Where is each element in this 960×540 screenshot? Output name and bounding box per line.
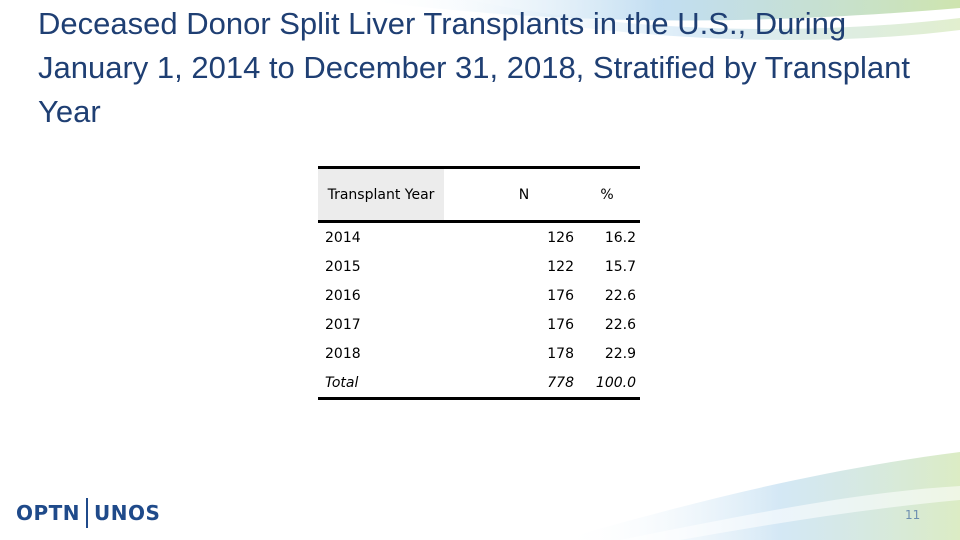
- table-row: 2017 176 22.6: [318, 310, 640, 339]
- transplant-year-table: Transplant Year N % 2014 126 16.2 2015 1…: [318, 166, 640, 400]
- logo-unos-text: UNOS: [94, 501, 161, 525]
- cell-year: 2014: [325, 229, 361, 246]
- cell-n: 122: [547, 258, 574, 275]
- header-percent: %: [600, 186, 614, 203]
- cell-n: 778: [547, 374, 574, 391]
- cell-year: 2018: [325, 345, 361, 362]
- table-row: 2014 126 16.2: [318, 222, 640, 253]
- cell-year: 2015: [325, 258, 361, 275]
- table-header-row: Transplant Year N %: [318, 167, 640, 222]
- slide-title: Deceased Donor Split Liver Transplants i…: [38, 6, 910, 129]
- table-row: 2015 122 15.7: [318, 252, 640, 281]
- table-row: 2018 178 22.9: [318, 339, 640, 368]
- cell-n: 126: [547, 229, 574, 246]
- cell-n: 178: [547, 345, 574, 362]
- cell-percent: 22.6: [604, 316, 636, 333]
- logo-optn-text: OPTN: [16, 501, 81, 525]
- cell-n: 176: [547, 316, 574, 333]
- header-n: N: [518, 186, 530, 203]
- cell-n: 176: [547, 287, 574, 304]
- cell-year: 2016: [325, 287, 361, 304]
- cell-percent: 22.9: [604, 345, 636, 362]
- cell-year: Total: [325, 374, 359, 391]
- table-total-row: Total 778 100.0: [318, 368, 640, 399]
- logo-divider: [86, 498, 89, 528]
- header-transplant-year: Transplant Year: [318, 167, 444, 222]
- cell-percent: 16.2: [604, 229, 636, 246]
- table-row: 2016 176 22.6: [318, 281, 640, 310]
- page-number: 11: [905, 508, 921, 522]
- cell-percent: 100.0: [595, 374, 636, 391]
- cell-percent: 15.7: [604, 258, 636, 275]
- cell-percent: 22.6: [604, 287, 636, 304]
- cell-year: 2017: [325, 316, 361, 333]
- optn-unos-logo: OPTN UNOS: [16, 496, 160, 530]
